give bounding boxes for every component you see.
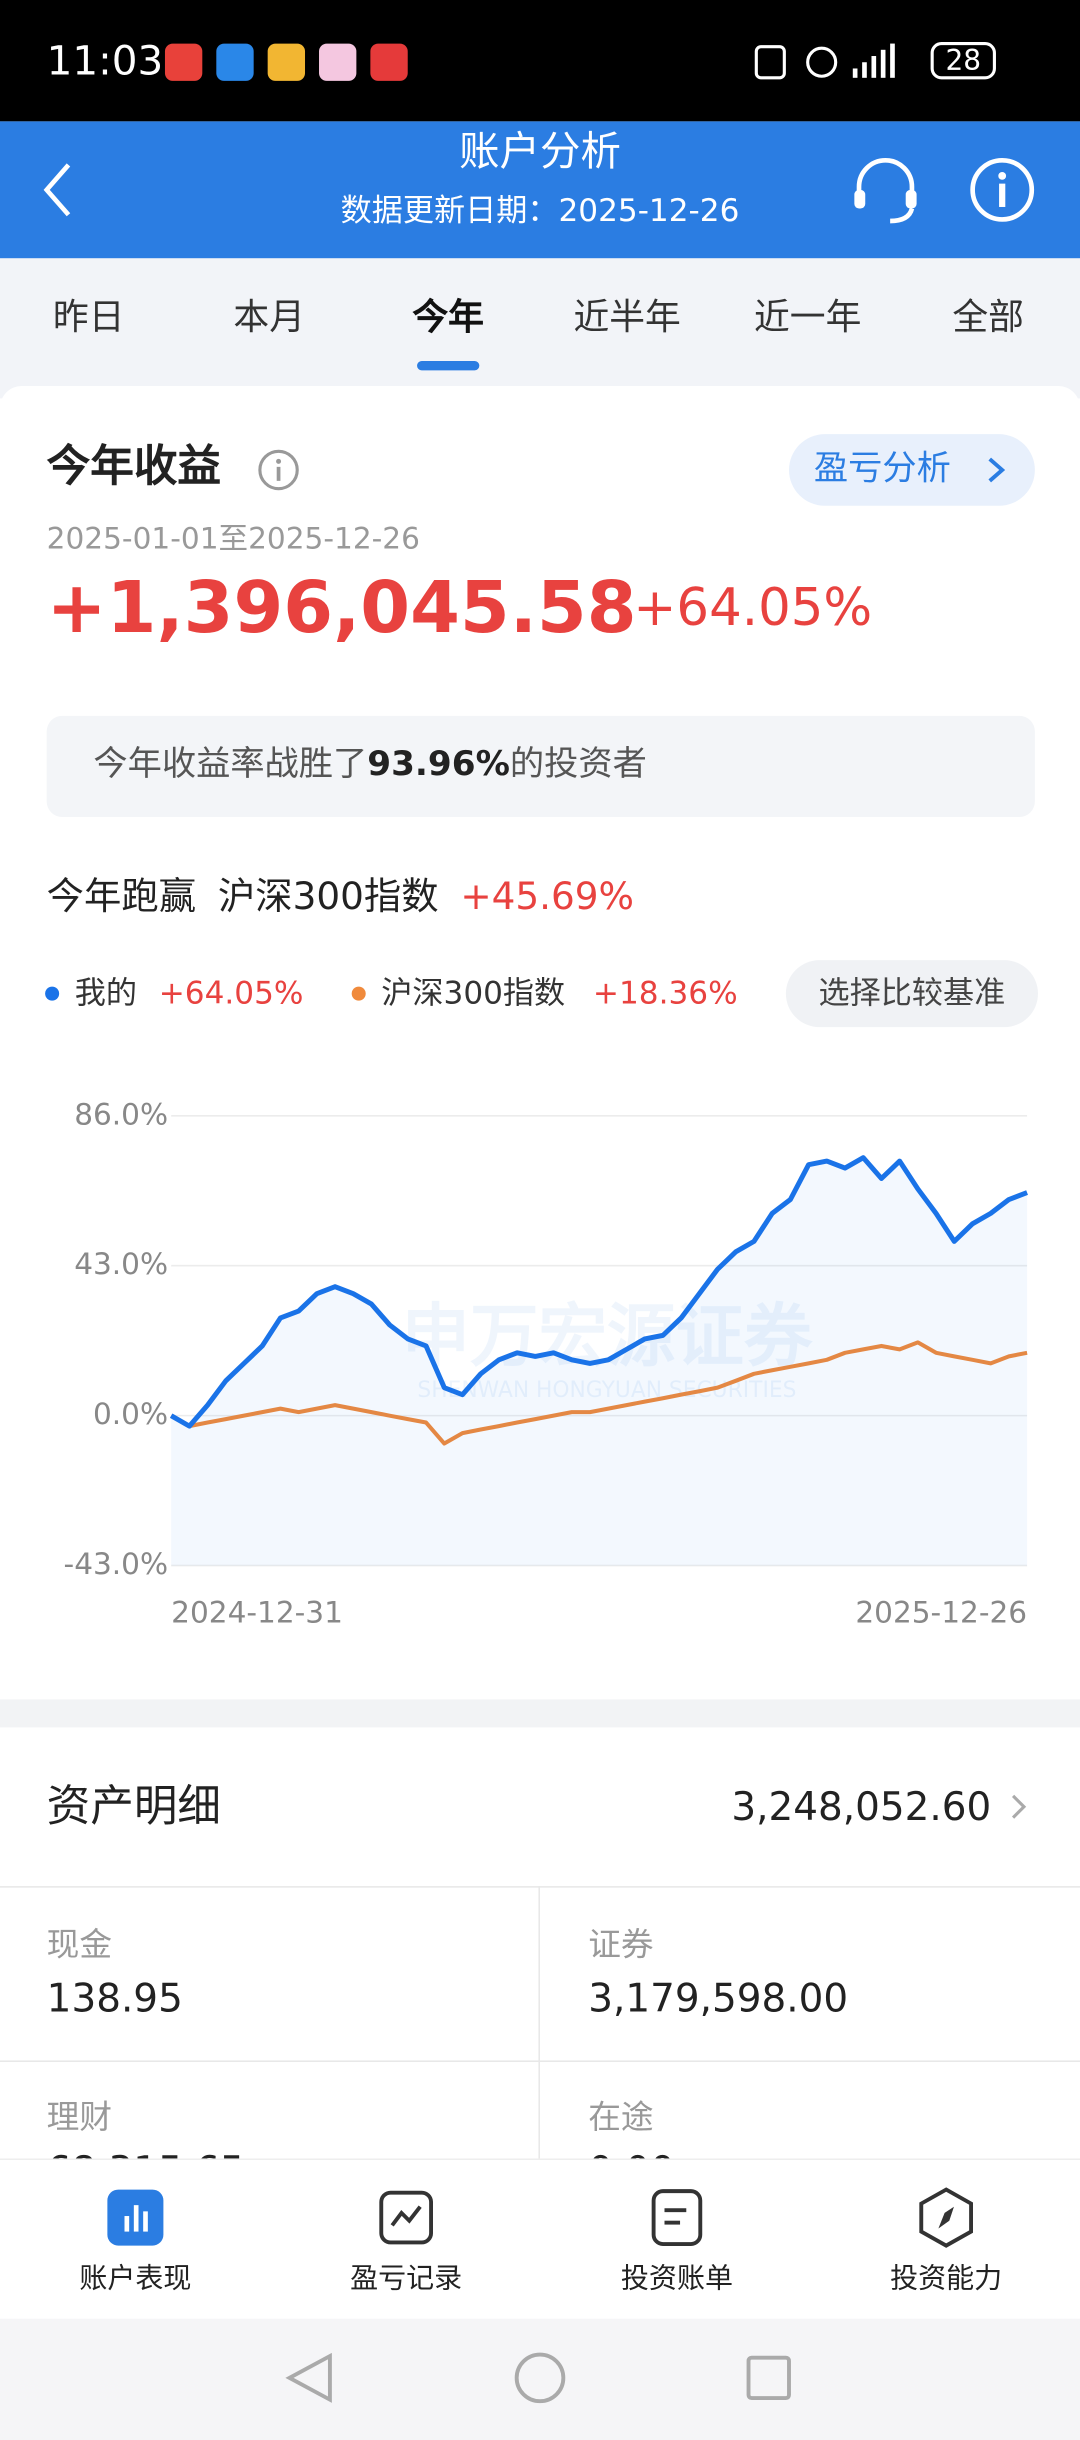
asset-value: 138.95: [46, 1975, 183, 2021]
chevron[interactable]: [1008, 1791, 1030, 1822]
watermark: 申万宏源证券: [402, 1297, 813, 1377]
nav-label: 盈亏记录: [350, 2262, 463, 2296]
tab[interactable]: 全部: [952, 298, 1024, 339]
system-buttons: [285, 2352, 791, 2404]
legend-name: 沪深300指数: [381, 974, 566, 1012]
pnl-button-label: 盈亏分析: [813, 449, 951, 489]
y-tick-label: 0.0%: [93, 1397, 168, 1431]
tab[interactable]: 昨日: [52, 298, 125, 339]
nav-icon[interactable]: [917, 2186, 976, 2248]
beat-box: [46, 715, 1035, 818]
date-range: 2025-01-01至2025-12-26: [46, 522, 420, 557]
line: [170, 1340, 1028, 1446]
benchmark: 沪深300指数: [217, 874, 439, 919]
tab[interactable]: 本月: [233, 298, 306, 339]
status-icons: [754, 43, 895, 80]
app-icon: [164, 43, 203, 81]
y-tick-label: 86.0%: [74, 1097, 168, 1131]
profit-amount: +1,396,045.58: [46, 564, 637, 649]
app-icon: [319, 43, 357, 81]
app-icon: [370, 43, 408, 81]
time: 11:03: [46, 38, 164, 86]
tab-indicator: [417, 361, 480, 371]
legend-value: +18.36%: [592, 974, 738, 1012]
compare-label: 今年跑赢 沪深300指数 +45.69%: [47, 878, 634, 915]
nav-label: 投资能力: [890, 2262, 1003, 2296]
compare-diff: +45.69%: [460, 874, 635, 919]
tab[interactable]: 今年: [412, 298, 484, 339]
tab[interactable]: 近一年: [753, 298, 862, 339]
nav-icon[interactable]: [378, 2190, 434, 2246]
service-button[interactable]: [850, 156, 922, 228]
nav-icon-glyph: [124, 2205, 148, 2232]
separator: [0, 1699, 1080, 1728]
system-nav: [0, 2318, 1080, 2440]
header-subtitle: 数据更新日期：2025-12-26: [340, 191, 740, 229]
summary-card: [0, 385, 1080, 1700]
header: [0, 121, 1080, 259]
bottom-nav: [0, 2160, 1080, 2319]
battery: [930, 42, 996, 80]
legend-dot: [45, 986, 60, 1001]
nav-label: 账户表现: [79, 2262, 192, 2296]
compare-label-text: 今年跑赢: [46, 874, 197, 919]
asset-label: 理财: [46, 2098, 113, 2136]
assets-total: 3,248,052.60: [731, 1784, 992, 1830]
battery-level: 28: [945, 45, 982, 78]
back-button[interactable]: [37, 159, 84, 221]
tab[interactable]: 近半年: [573, 298, 681, 339]
y-tick-label: -43.0%: [64, 1547, 169, 1581]
benchmark-button[interactable]: [785, 960, 1038, 1028]
asset-label: 证券: [588, 1925, 654, 1964]
beat-highlight: 93.96%: [367, 745, 510, 785]
nav-icon[interactable]: [649, 2188, 705, 2247]
y-tick-label: 43.0%: [74, 1247, 168, 1281]
pnl-button[interactable]: [788, 434, 1035, 506]
profit-rate: +64.05%: [633, 576, 873, 638]
assets-title: 资产明细: [46, 1780, 222, 1832]
asset-label: 在途: [588, 2098, 654, 2136]
app-icon: [267, 43, 306, 81]
x-tick-label: 2024-12-31: [171, 1595, 343, 1629]
legend-name: 我的: [74, 974, 137, 1012]
legend-value: +64.05%: [158, 974, 304, 1012]
tab-bar: [0, 258, 1080, 399]
x-tick-label: 2025-12-26: [855, 1595, 1027, 1629]
legend-dot: [351, 986, 366, 1001]
line: [169, 1155, 1028, 1429]
divider: [538, 1886, 541, 2167]
benchmark-button-label: 选择比较基准: [818, 974, 1006, 1012]
beat-after: 的投资者: [509, 745, 647, 785]
asset-value: 3,179,598.00: [588, 1975, 849, 2021]
app-icon: [216, 43, 254, 81]
beat-text: 今年收益率战胜了93.96%的投资者: [93, 748, 646, 783]
nav-label: 投资账单: [620, 2262, 733, 2296]
beat-before: 今年收益率战胜了: [93, 745, 368, 785]
chevron: [988, 457, 1006, 483]
info-icon[interactable]: [257, 448, 301, 492]
header-title: 账户分析: [459, 129, 621, 176]
area: [171, 1157, 1028, 1566]
info-button[interactable]: [968, 156, 1036, 224]
summary-title: 今年收益: [46, 440, 222, 492]
asset-label: 现金: [46, 1925, 113, 1964]
